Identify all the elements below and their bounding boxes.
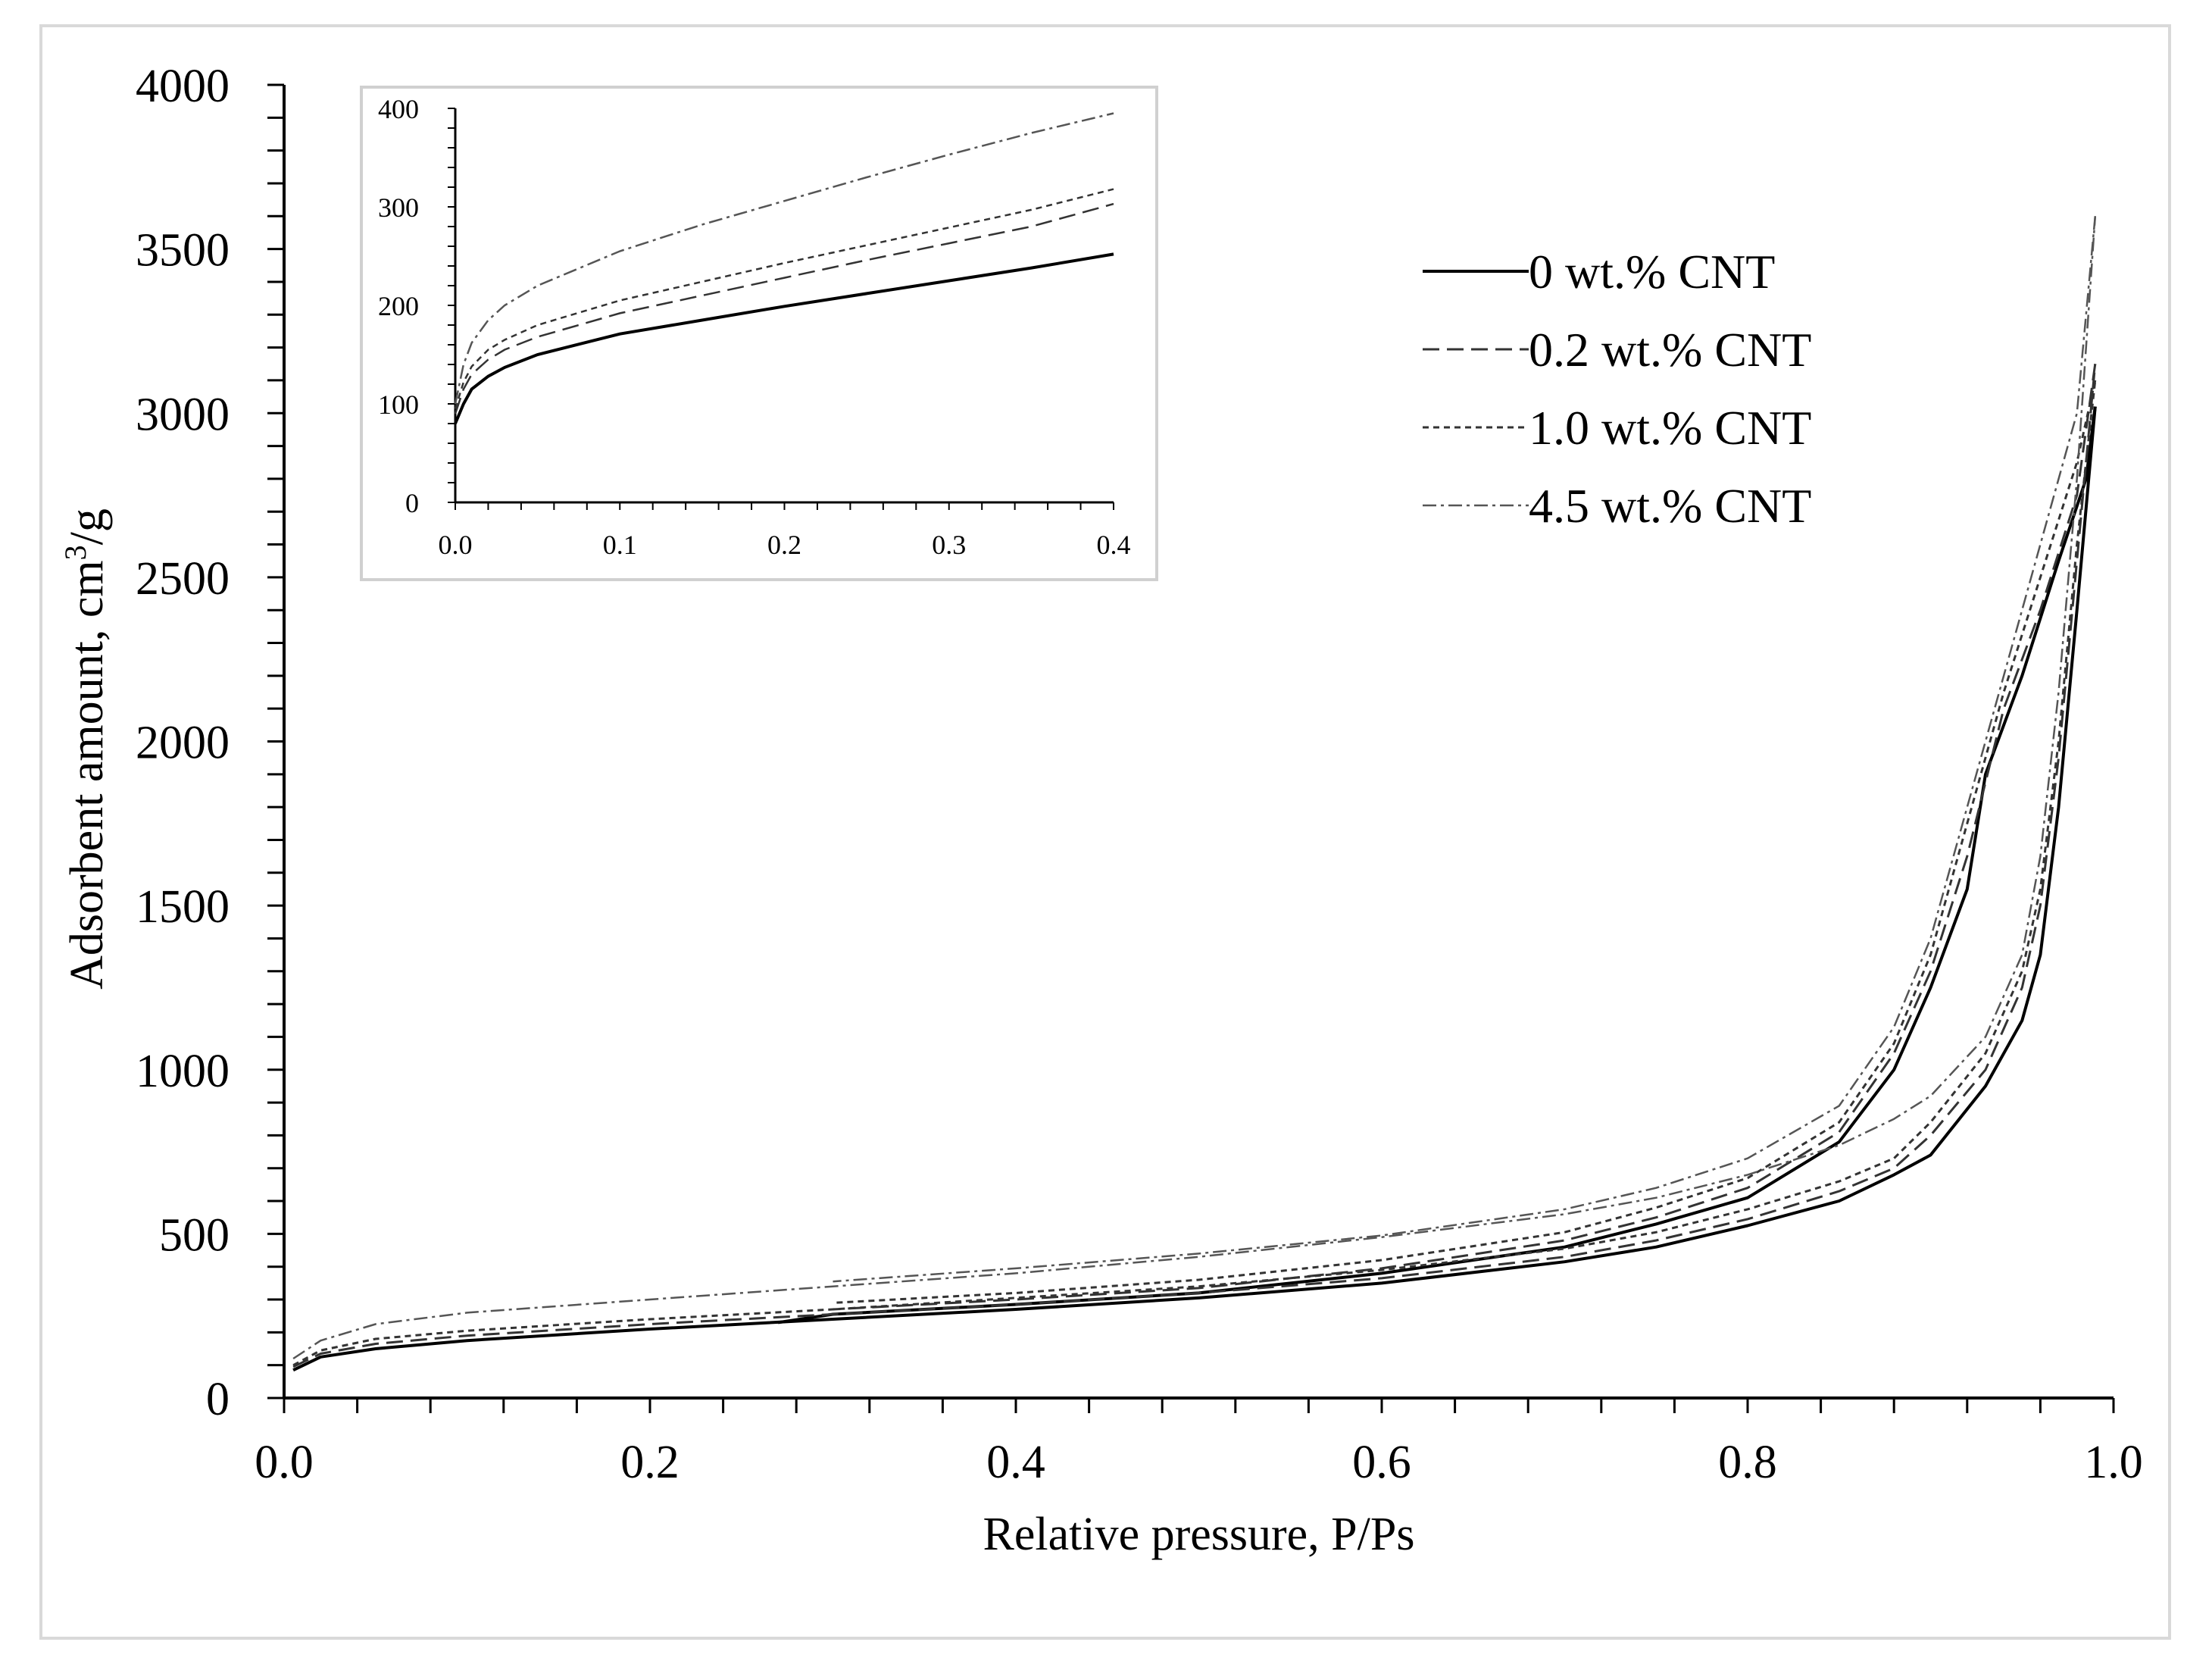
inset-series-0-2-wt-cnt xyxy=(454,202,1114,414)
inset-x-tick-label: 0.3 xyxy=(932,530,966,560)
inset-frame xyxy=(360,86,1158,581)
y-tick-label: 500 xyxy=(159,1209,230,1261)
inset-x-tick-label: 0.2 xyxy=(767,530,801,560)
inset-series-0-wt-cnt xyxy=(454,252,1114,424)
inset-series-4-5-wt-cnt xyxy=(454,112,1114,405)
inset-y-tick-label: 0 xyxy=(405,488,419,518)
inset-y-tick-label: 400 xyxy=(378,94,419,124)
main-series xyxy=(292,216,2097,1372)
legend-label: 0 wt.% CNT xyxy=(1529,245,1775,299)
legend-label: 4.5 wt.% CNT xyxy=(1529,479,1811,533)
series-1-0-wt-cnt-adsorption xyxy=(292,380,2097,1367)
x-axis-title: Relative pressure, P/Ps xyxy=(983,1509,1415,1560)
series-0-2-wt-cnt-adsorption xyxy=(292,364,2097,1368)
y-tick-label: 4000 xyxy=(136,61,230,112)
y-tick-label: 3000 xyxy=(136,389,230,440)
series-1-0-wt-cnt-desorption xyxy=(833,380,2097,1304)
series-4-5-wt-cnt-desorption xyxy=(833,216,2097,1283)
inset-x-tick-label: 0.0 xyxy=(439,530,473,560)
y-tick-label: 1000 xyxy=(136,1046,230,1097)
inset-x-tick-label: 0.1 xyxy=(603,530,637,560)
inset-y-tick-label: 100 xyxy=(378,389,419,420)
y-tick-label: 3500 xyxy=(136,225,230,277)
x-tick-label: 0.4 xyxy=(986,1437,1045,1488)
series-0-2-wt-cnt-desorption xyxy=(833,364,2097,1311)
y-tick-label: 2500 xyxy=(136,553,230,605)
inset-y-tick-label: 300 xyxy=(378,192,419,223)
y-axis-title-main: Adsorbent amount, cm xyxy=(61,560,113,990)
y-axis-title: Adsorbent amount, cm3/g xyxy=(58,508,114,990)
inset-chart: 0.0 0.1 0.2 0.3 0.4 0 100 200 300 400 xyxy=(360,86,1158,581)
x-tick-label: 0.8 xyxy=(1718,1437,1777,1488)
legend-label: 0.2 wt.% CNT xyxy=(1529,323,1811,377)
y-tick-label: 1500 xyxy=(136,881,230,933)
y-tick-label: 0 xyxy=(206,1374,230,1425)
inset-y-tick-label: 200 xyxy=(378,291,419,321)
y-tick-label: 2000 xyxy=(136,718,230,769)
x-tick-label: 0.2 xyxy=(620,1437,680,1488)
series-4-5-wt-cnt-adsorption xyxy=(292,216,2097,1360)
inset-x-tick-label: 0.4 xyxy=(1097,530,1131,560)
x-tick-label: 0.6 xyxy=(1352,1437,1411,1488)
x-tick-label: 0.0 xyxy=(255,1437,314,1488)
main-axes: 0.0 0.2 0.4 0.6 0.8 1.00500100015002000250030… xyxy=(136,61,2143,1488)
x-tick-label: 1.0 xyxy=(2084,1437,2143,1488)
y-axis-title-tail: /g xyxy=(61,508,113,545)
y-axis-title-sup: 3 xyxy=(58,545,92,560)
legend-label: 1.0 wt.% CNT xyxy=(1529,401,1811,455)
inset-series-1-0-wt-cnt xyxy=(454,188,1114,409)
series-0-wt-cnt-adsorption xyxy=(292,406,2097,1372)
legend: 0 wt.% CNT 0.2 wt.% CNT 1.0 wt.% CNT 4.5 wt… xyxy=(1423,245,1811,533)
